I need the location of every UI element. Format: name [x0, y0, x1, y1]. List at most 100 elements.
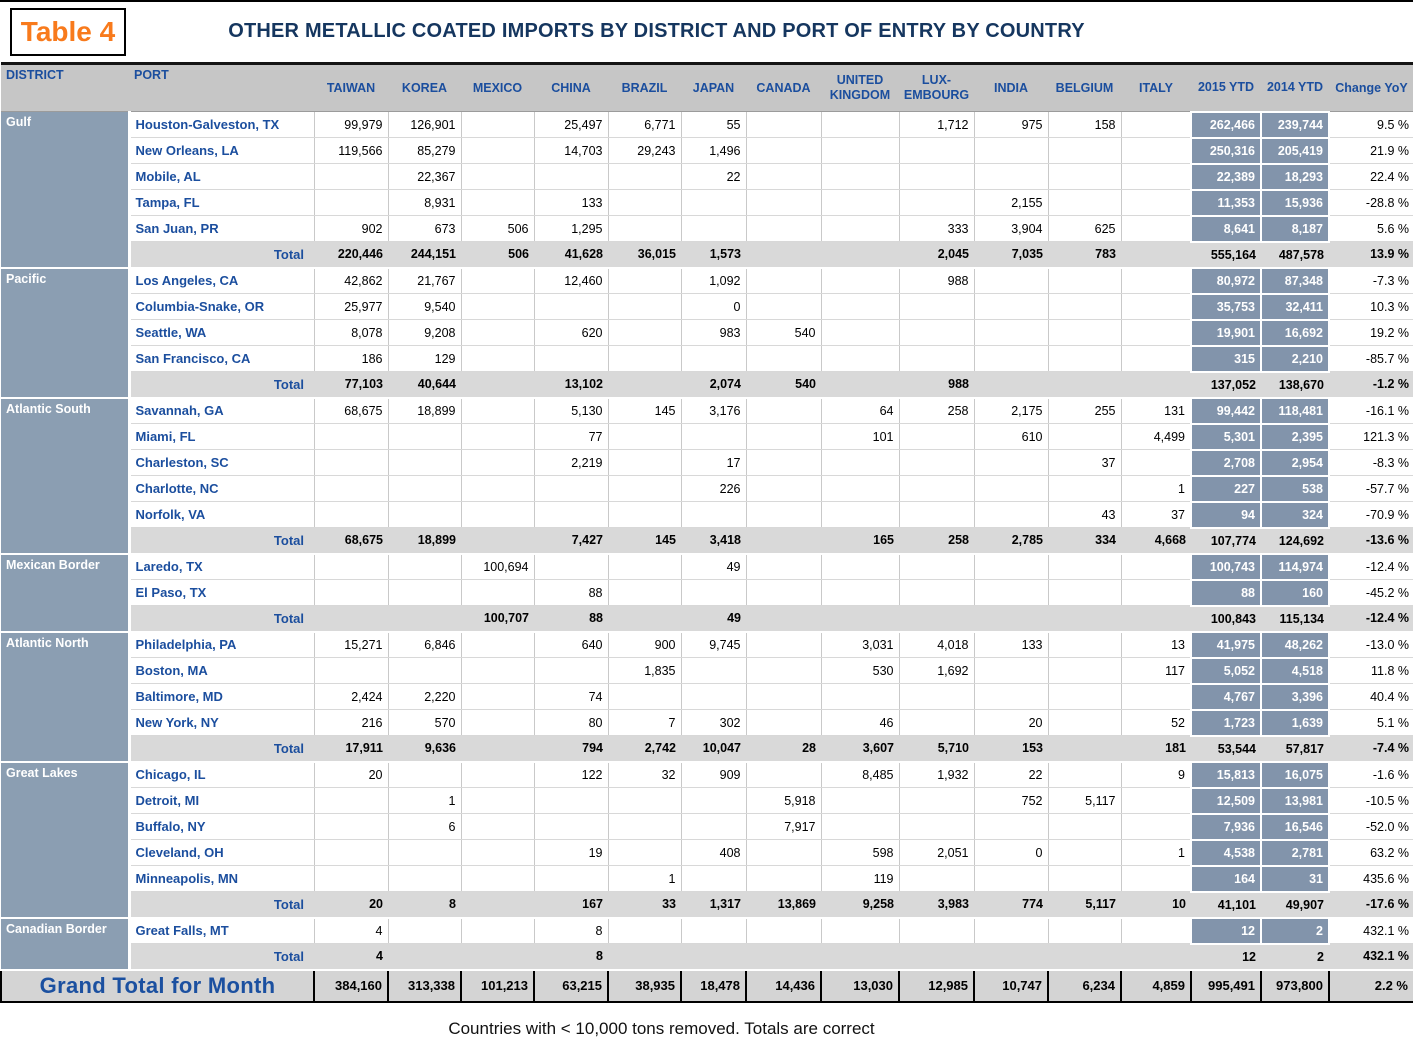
value-cell-japan [680, 501, 746, 528]
grand-ytd-2015-cell: 995,491 [1190, 968, 1262, 1003]
value-cell-italy: 1 [1120, 475, 1191, 502]
value-cell-canada [745, 267, 821, 294]
ytd-2015-cell: 315 [1190, 344, 1262, 373]
value-cell-taiwan [313, 579, 388, 606]
value-cell-brazil [607, 293, 681, 320]
total-value-cell-united-kingdom: 165 [821, 527, 899, 555]
ytd-2014-cell: 324 [1260, 500, 1330, 529]
value-cell-mexico [460, 501, 534, 528]
port-cell: El Paso, TX [129, 579, 314, 606]
col-header-lux-embourg: LUX-EMBOURG [899, 62, 974, 112]
port-row: Gulf Houston-Galveston, TX 99,979 126,901 25… [1, 110, 1413, 269]
col-header-belgium: BELGIUM [1048, 62, 1121, 112]
value-cell-mexico [460, 189, 534, 216]
ytd-2015-cell: 1,723 [1190, 708, 1262, 737]
value-cell-italy [1120, 189, 1191, 216]
ytd-2014-cell: 18,293 [1260, 162, 1330, 191]
total-value-cell-china: 41,628 [534, 241, 608, 269]
value-cell-lux-embourg: 988 [898, 267, 974, 294]
value-cell-china: 14,703 [533, 137, 608, 164]
port-cell: Great Falls, MT [129, 917, 314, 944]
change-yoy-cell: 63.2 % [1329, 839, 1413, 866]
change-yoy-cell: -52.0 % [1329, 813, 1413, 840]
grand-value-cell-canada: 14,436 [745, 968, 822, 1003]
district-total-row: Total 77,103 40,644 13,102 2,074 540 988 137,05… [1, 370, 1413, 399]
total-value-cell-italy: 4,668 [1121, 527, 1191, 555]
ytd-2015-cell: 12,509 [1190, 786, 1262, 815]
value-cell-taiwan [313, 657, 388, 684]
ytd-2015-cell: 4,767 [1190, 682, 1262, 711]
ytd-2014-cell: 239,744 [1260, 110, 1330, 139]
value-cell-canada [745, 839, 821, 866]
value-cell-italy [1120, 917, 1191, 944]
value-cell-belgium [1047, 579, 1121, 606]
port-cell: Cleveland, OH [129, 839, 314, 866]
value-cell-japan [680, 683, 746, 710]
value-cell-brazil [607, 839, 681, 866]
total-value-cell-taiwan [314, 605, 388, 633]
ytd-2014-cell: 205,419 [1260, 136, 1330, 165]
footer-note: Countries with < 10,000 tons removed. To… [448, 1018, 875, 1038]
value-cell-korea: 22,367 [387, 163, 461, 190]
value-cell-united-kingdom: 530 [820, 657, 899, 684]
ytd-2014-cell: 16,546 [1260, 812, 1330, 841]
value-cell-india [973, 813, 1048, 840]
value-cell-belgium [1047, 709, 1121, 736]
total-value-cell-korea: 244,151 [388, 241, 461, 269]
value-cell-korea: 1 [387, 787, 461, 814]
ytd-2015-cell: 227 [1190, 474, 1262, 503]
value-cell-korea [387, 865, 461, 892]
value-cell-china: 5,130 [533, 397, 608, 424]
port-row: Norfolk, VA 43 37 94 324 -70.9 % [1, 500, 1413, 529]
total-label: Total [129, 735, 314, 763]
grand-value-cell-mexico: 101,213 [460, 968, 535, 1003]
value-cell-india: 0 [973, 839, 1048, 866]
grand-value-cell-china: 63,215 [533, 968, 609, 1003]
value-cell-korea: 21,767 [387, 267, 461, 294]
total-value-cell-brazil: 36,015 [608, 241, 681, 269]
ytd-2015-cell: 22,389 [1190, 162, 1262, 191]
port-cell: Houston-Galveston, TX [129, 111, 314, 138]
value-cell-brazil: 32 [607, 761, 681, 788]
value-cell-mexico [460, 319, 534, 346]
col-header-china: CHINA [534, 62, 608, 112]
value-cell-taiwan: 216 [313, 709, 388, 736]
value-cell-italy: 131 [1120, 397, 1191, 424]
total-value-cell-united-kingdom [821, 943, 899, 971]
value-cell-lux-embourg [898, 137, 974, 164]
total-value-cell-canada [746, 943, 821, 971]
port-row: New York, NY 216 570 80 7 302 46 20 52 1,723 1,639… [1, 708, 1413, 737]
value-cell-china [533, 813, 608, 840]
total-change-yoy-cell: -1.2 % [1329, 371, 1413, 399]
total-value-cell-mexico: 100,707 [461, 605, 534, 633]
ytd-2014-cell: 4,518 [1260, 656, 1330, 685]
ytd-2014-cell: 160 [1260, 578, 1330, 607]
value-cell-italy: 4,499 [1120, 423, 1191, 450]
total-value-cell-taiwan: 4 [314, 943, 388, 971]
value-cell-canada [745, 189, 821, 216]
total-value-cell-mexico [461, 891, 534, 919]
ytd-2015-cell: 262,466 [1190, 110, 1262, 139]
port-cell: San Juan, PR [129, 215, 314, 242]
value-cell-canada [745, 709, 821, 736]
value-cell-japan: 909 [680, 761, 746, 788]
change-yoy-cell: -13.0 % [1329, 631, 1413, 658]
value-cell-belgium [1047, 553, 1121, 580]
value-cell-italy [1120, 813, 1191, 840]
value-cell-united-kingdom [820, 267, 899, 294]
value-cell-lux-embourg [898, 293, 974, 320]
value-cell-japan: 55 [680, 111, 746, 138]
total-value-cell-mexico [461, 371, 534, 399]
port-cell: Detroit, MI [129, 787, 314, 814]
total-value-cell-lux-embourg: 5,710 [899, 735, 974, 763]
total-value-cell-united-kingdom: 9,258 [821, 891, 899, 919]
value-cell-mexico: 100,694 [460, 553, 534, 580]
value-cell-korea: 673 [387, 215, 461, 242]
grand-value-cell-united-kingdom: 13,030 [820, 968, 900, 1003]
value-cell-united-kingdom: 46 [820, 709, 899, 736]
value-cell-belgium [1047, 657, 1121, 684]
value-cell-united-kingdom [820, 501, 899, 528]
port-row: Seattle, WA 8,078 9,208 620 983 540 19,901 16,6… [1, 318, 1413, 347]
value-cell-korea: 6 [387, 813, 461, 840]
value-cell-japan [680, 345, 746, 372]
